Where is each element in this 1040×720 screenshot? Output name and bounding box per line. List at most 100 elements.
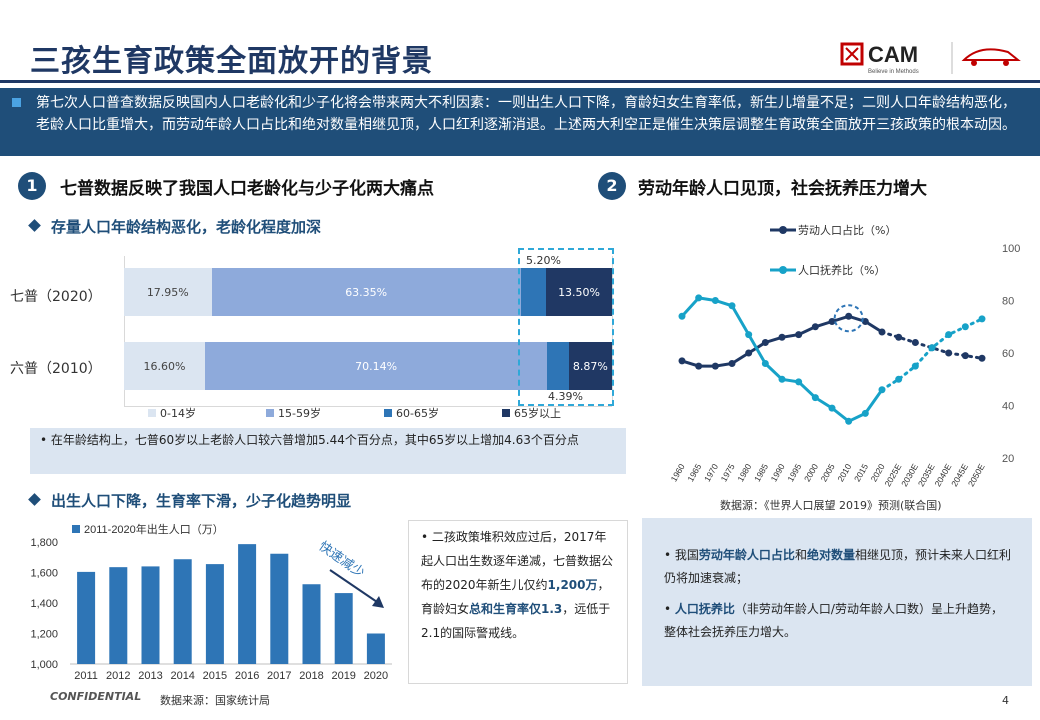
x-tick-label: 2015 [852, 462, 870, 484]
legend-swatch [502, 409, 510, 417]
diamond-bullet-icon [28, 219, 41, 232]
series-point [945, 349, 953, 357]
x-tick-label: 2015 [203, 670, 227, 682]
diamond-bullet-icon [28, 493, 41, 506]
series-point [811, 394, 819, 402]
y-tick-label: 60 [1002, 348, 1014, 360]
section-title-1: 七普数据反映了我国人口老龄化与少子化两大痛点 [60, 179, 434, 199]
series-point [911, 362, 919, 370]
series-point [911, 339, 919, 346]
data-label-60-65-2020: 5.20% [526, 254, 561, 267]
x-tick-label: 1970 [702, 462, 720, 484]
y-tick-label: 1,000 [30, 659, 58, 671]
bar-data-label: 63.35% [345, 285, 388, 299]
x-tick-label: 1985 [752, 462, 770, 484]
series-point [811, 323, 819, 331]
legend-marker [779, 266, 787, 274]
y-tick-label: 1,200 [30, 629, 58, 641]
x-tick-label: 1975 [719, 462, 737, 484]
legend-marker [779, 226, 787, 234]
legend-label: 人口抚养比（%） [798, 263, 885, 277]
bar-segment: 17.95% [124, 268, 212, 316]
y-tick-label: 1,800 [30, 537, 58, 549]
stacked-bar-2010: 16.60% 70.14% 8.87% [124, 342, 612, 390]
x-tick-label: 1980 [735, 462, 753, 484]
x-tick-label: 2019 [331, 670, 355, 682]
births-bar [366, 633, 385, 664]
age-structure-chart: 七普（2020） 六普（2010） 17.95% 63.35% 13.50% 16.… [0, 248, 620, 423]
births-bar [302, 584, 321, 664]
subsection-title-age: 存量人口年龄结构恶化，老龄化程度加深 [28, 216, 321, 237]
decline-label: 快速减少 [316, 539, 367, 581]
stacked-bar-2020: 17.95% 63.35% 13.50% [124, 268, 612, 316]
age-legend: 0-14岁 15-59岁 60-65岁 65岁以上 [148, 405, 608, 421]
x-tick-label: 2014 [170, 670, 194, 682]
arrow-head-icon [372, 596, 384, 608]
births-bar [205, 564, 224, 664]
series-point [961, 323, 969, 331]
births-bar [109, 567, 128, 664]
births-bar [77, 571, 96, 664]
births-bar [141, 566, 160, 664]
series-point [845, 312, 853, 320]
bar-segment: 70.14% [205, 342, 548, 390]
legend-label: 15-59岁 [278, 407, 321, 420]
legend-label: 2011-2020年出生人口（万） [84, 522, 224, 536]
bar-data-label: 17.95% [146, 285, 189, 299]
series-point [695, 294, 703, 302]
series-point [728, 302, 736, 310]
decline-arrow-icon [329, 569, 381, 605]
x-tick-label: 2000 [802, 462, 820, 484]
summary-banner: 第七次人口普查数据反映国内人口老龄化和少子化将会带来两大不利因素：一则出生人口下… [0, 88, 1040, 156]
legend-item: 65岁以上 [502, 405, 561, 421]
section-number-1: 1 [18, 172, 46, 200]
company-logo: CAM Believe in Methods [840, 38, 1030, 78]
legend-swatch [72, 525, 80, 533]
y-tick-label: 100 [1002, 243, 1020, 255]
plot-edge-bottom [124, 406, 612, 407]
row-label-2010: 六普（2010） [10, 361, 102, 377]
x-tick-label: 2018 [299, 670, 323, 682]
legend-swatch [148, 409, 156, 417]
bar-data-label: 13.50% [558, 285, 601, 299]
series-point [745, 349, 753, 357]
series-point [945, 331, 953, 339]
series-point [761, 360, 769, 367]
series-point [978, 315, 986, 323]
series-point [828, 404, 836, 412]
labor-ratio-chart: 100 80 60 40 20 19601965197019751980198519901… [669, 223, 1021, 489]
labor-note-item-1: • 我国劳动年龄人口占比和绝对数量相继见顶，预计未来人口红利仍将加速衰减； [664, 548, 1011, 585]
y-tick-label: 40 [1002, 401, 1014, 413]
subsection-title-births: 出生人口下降，生育率下滑，少子化趋势明显 [28, 490, 351, 511]
section-title-2: 劳动年龄人口见顶，社会抚养压力增大 [638, 179, 927, 199]
legend-item: 60-65岁 [384, 405, 439, 421]
y-tick-label: 1,600 [30, 568, 58, 580]
x-tick-label: 2016 [235, 670, 259, 682]
plot-edge-left [124, 256, 125, 406]
bar-data-label: 8.87% [572, 359, 608, 373]
legend-label: 65岁以上 [514, 407, 561, 420]
series-point [878, 328, 886, 336]
y-tick-label: 20 [1002, 453, 1014, 465]
x-tick-label: 1965 [685, 462, 703, 484]
x-tick-label: 2050E [966, 462, 987, 489]
series-point [861, 409, 869, 417]
bar-segment [547, 342, 569, 390]
source-un: 数据源：《世界人口展望 2019》预测(联合国) [720, 499, 942, 512]
peak-highlight-circle [833, 304, 864, 333]
series-point [728, 360, 736, 367]
bar-data-label: 70.14% [355, 359, 398, 373]
series-point [861, 318, 869, 325]
series-point [711, 297, 719, 304]
row-label-2020: 七普（2020） [10, 289, 102, 305]
births-bar [334, 593, 353, 664]
series-point [695, 362, 703, 370]
legend-label: 60-65岁 [396, 407, 439, 420]
labor-note-item-2: • 人口抚养比（非劳动年龄人口/劳动年龄人口数）呈上升趋势，整体社会抚养压力增大… [664, 602, 1003, 639]
series-point [828, 318, 836, 325]
source-nbs: 数据来源：国家统计局 [160, 694, 270, 707]
legend-label: 劳动人口占比（%） [798, 223, 896, 237]
series-point [895, 333, 903, 341]
x-tick-label: 1960 [669, 462, 687, 484]
bar-segment [520, 268, 547, 316]
